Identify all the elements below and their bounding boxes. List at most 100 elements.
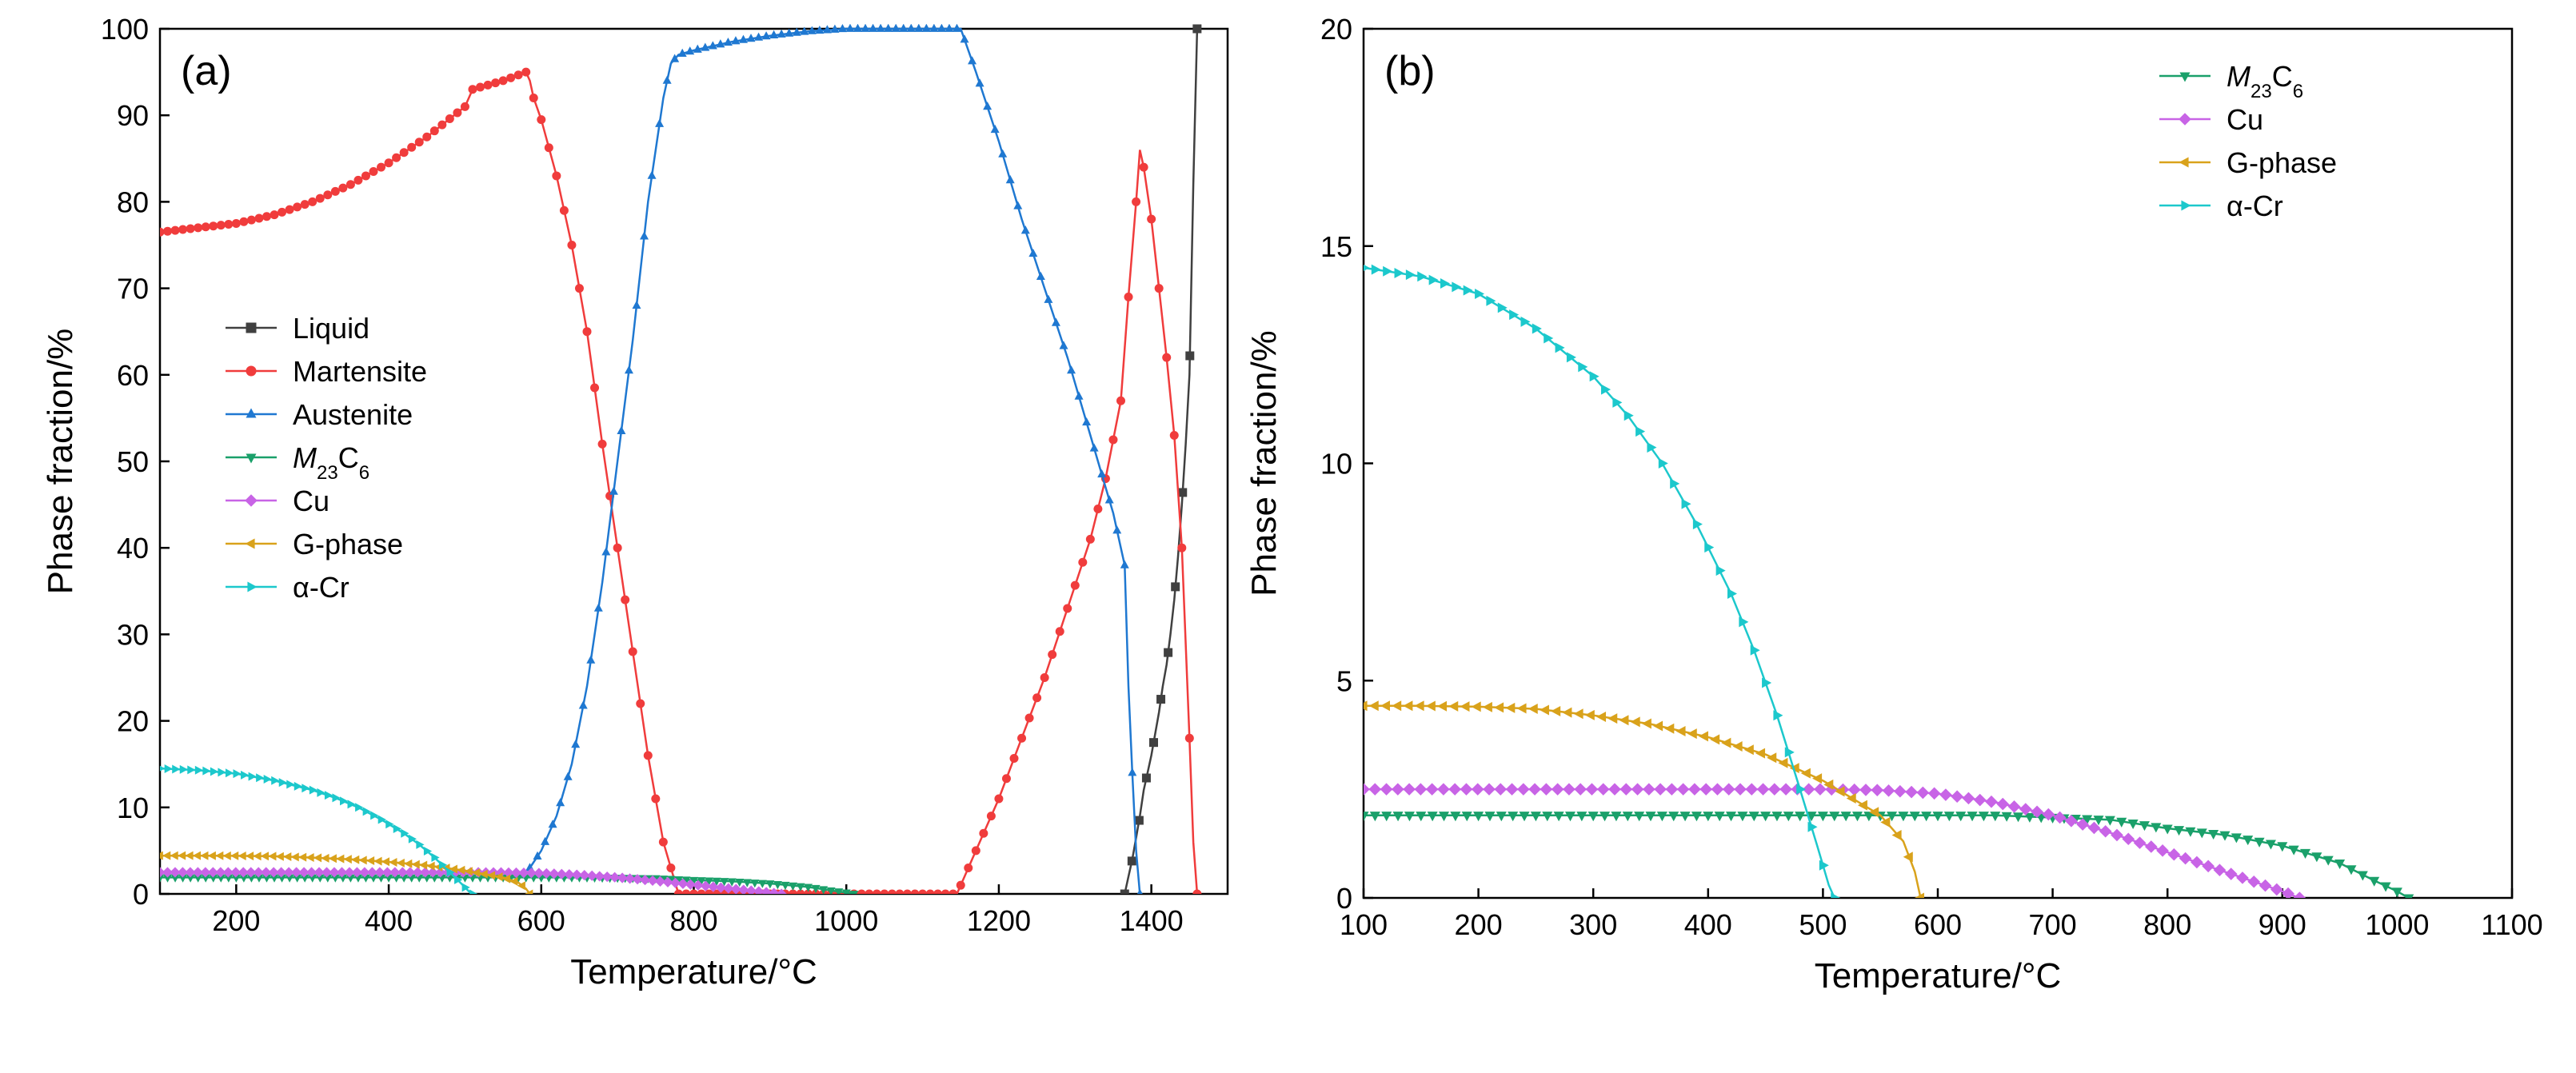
panel-a-data-point (454, 875, 463, 884)
panel-a-data-point (1120, 560, 1129, 568)
panel-b-x-axis-label: Temperature/°C (1815, 956, 2062, 995)
panel-a-data-point (1005, 175, 1015, 184)
panel-b-x-tick-label: 700 (2029, 908, 2077, 941)
panel-a-data-point (529, 94, 538, 103)
panel-a-data-point (742, 879, 752, 888)
panel-a-data-point (230, 867, 242, 878)
panel-a-data-point (338, 183, 348, 193)
panel-a-data-point (574, 284, 584, 293)
panel-a-data-point (285, 874, 294, 883)
panel-b-series-line (1364, 788, 2300, 898)
panel-a-data-point (437, 120, 447, 130)
panel-b-data-point (2013, 812, 2024, 823)
panel-b-data-point (2322, 856, 2334, 866)
panel-a-data-point (245, 852, 254, 861)
panel-b-data-point (2065, 814, 2078, 828)
panel-b-data-point (1494, 783, 1508, 796)
panel-a-data-point (377, 815, 386, 824)
panel-a-data-point (1154, 284, 1164, 293)
panel-a-data-point (355, 803, 364, 812)
panel-a-data-point (884, 24, 893, 32)
panel-a-data-point (351, 867, 363, 878)
panel-a-data-point (1020, 225, 1030, 234)
panel-b-data-point (1691, 812, 1702, 822)
panel-a-data-point (276, 867, 287, 878)
panel-a-data-point (340, 796, 349, 806)
panel-a-data-point (438, 860, 448, 870)
panel-a-data-point (723, 37, 733, 46)
panel-b-data-point (2243, 836, 2254, 846)
panel-a-data-point (300, 200, 310, 209)
panel-b-data-point (1482, 701, 1492, 712)
panel-a-data-point (731, 36, 741, 45)
panel-b-data-point (1494, 702, 1504, 713)
panel-b-data-point (1448, 783, 1461, 796)
panel-a-data-point (617, 872, 628, 884)
panel-b-data-point (2270, 883, 2283, 896)
panel-b-data-point (1750, 644, 1760, 656)
panel-a-data-point (544, 143, 553, 153)
panel-b-data-point (1714, 812, 1725, 822)
panel-a-data-point (429, 126, 439, 136)
panel-a-data-point (765, 880, 775, 889)
panel-a-data-point (361, 171, 370, 181)
panel-b-data-point (1505, 783, 1519, 796)
panel-a-data-point (594, 871, 605, 882)
panel-b-data-point (1835, 786, 1845, 797)
panel-a-data-point (460, 102, 469, 111)
panel-a-data-point (486, 871, 496, 880)
panel-a-legend-marker (246, 453, 257, 464)
panel-a-data-point (494, 872, 503, 882)
panel-b-legend-entry: Cu (2159, 103, 2263, 136)
panel-a-data-point (162, 851, 171, 860)
panel-a-data-point (1162, 353, 1172, 362)
panel-a-data-point (670, 54, 680, 62)
panel-b-data-point (2116, 817, 2127, 828)
panel-a-y-tick-label: 50 (117, 445, 149, 478)
panel-a-data-point (983, 102, 992, 110)
panel-a-data-point (201, 874, 210, 883)
panel-a-data-point (773, 881, 782, 890)
panel-a-data-point (218, 768, 226, 777)
panel-a-data-point (571, 869, 582, 880)
panel-a-data-point (501, 874, 511, 884)
panel-a-data-point (302, 784, 310, 793)
panel-a-data-point (1028, 248, 1038, 257)
panel-b-data-point (1622, 812, 1633, 822)
panel-b-data-point (1519, 812, 1530, 822)
panel-a-data-point (306, 852, 314, 862)
panel-a-data-point (1192, 889, 1202, 894)
panel-b-data-point (1921, 812, 1932, 822)
panel-b-data-point (1509, 309, 1520, 321)
panel-a-data-point (271, 776, 280, 785)
panel-b-data-point (2087, 821, 2101, 835)
panel-b-data-point (1371, 264, 1381, 275)
panel-b-data-point (1743, 744, 1754, 756)
panel-b-data-point (1905, 785, 1918, 799)
panel-b-data-point (1722, 783, 1735, 796)
panel-b-y-tick-label: 0 (1336, 882, 1352, 915)
panel-a-data-point (1074, 391, 1084, 400)
panel-a-data-point (330, 186, 340, 196)
panel-b-data-point (1596, 711, 1607, 722)
panel-a-data-point (201, 222, 210, 232)
panel-b-data-point (1540, 783, 1553, 796)
panel-a-data-point (164, 764, 173, 774)
panel-a-data-point (323, 874, 333, 883)
panel-b-data-point (1863, 812, 1875, 822)
panel-b-data-point (1903, 852, 1913, 863)
panel-a-data-point (1132, 197, 1141, 206)
panel-a-data-point (834, 888, 844, 894)
panel-a-data-point (906, 24, 916, 32)
panel-a-data-point (222, 851, 231, 860)
panel-a-data-point (887, 889, 897, 894)
panel-a-data-point (401, 828, 409, 838)
panel-a-data-point (582, 327, 592, 337)
panel-b-data-point (1425, 783, 1439, 796)
panel-b-data-point (1807, 821, 1818, 832)
panel-b-data-point (2139, 821, 2150, 832)
panel-b-data-point (2202, 860, 2215, 873)
panel-a-data-point (1177, 543, 1187, 552)
panel-a-data-point (1124, 292, 1133, 301)
panel-a-data-point (636, 699, 645, 708)
